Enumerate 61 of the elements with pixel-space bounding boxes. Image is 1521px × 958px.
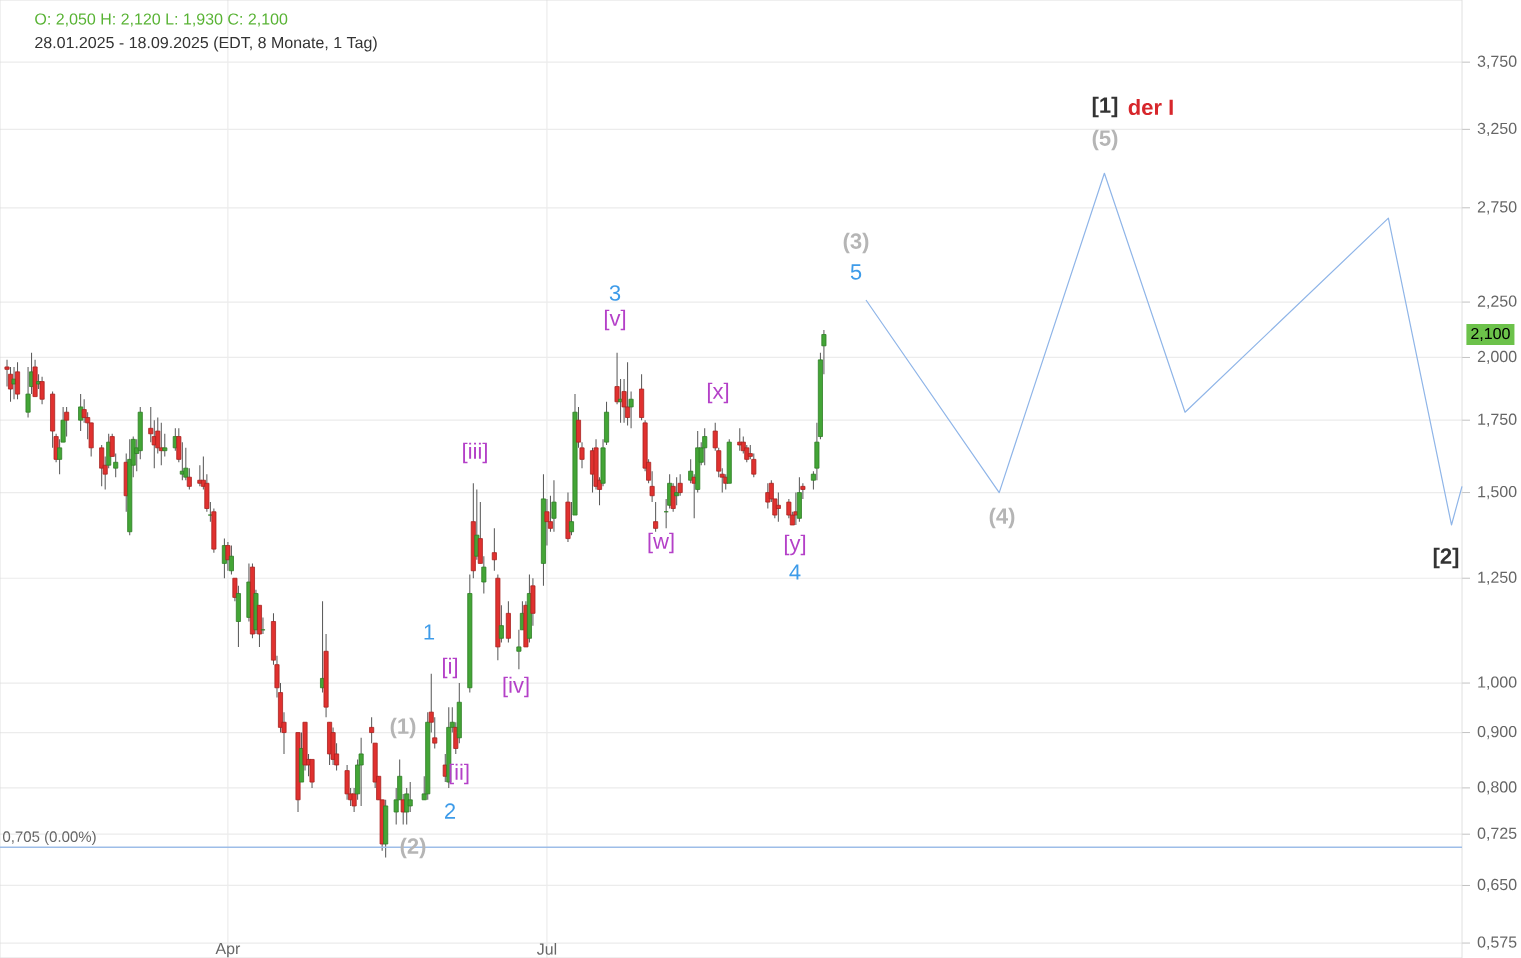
candlestick (309, 758, 315, 789)
x-tick-label: Apr (215, 943, 241, 958)
y-tick-label: 2,250 (1477, 295, 1517, 309)
y-tick-label: 1,500 (1478, 485, 1517, 500)
y-tick-label: 1,000 (1478, 676, 1517, 690)
candlestick (99, 444, 105, 487)
annotation: (5) (1092, 129, 1118, 151)
candlestick (162, 433, 168, 457)
annotation: [x] (707, 382, 729, 404)
y-tick-label: 1,250 (1478, 571, 1517, 585)
candlestick (113, 453, 119, 478)
y-tick-label: 0,800 (1477, 781, 1517, 795)
annotation: [iii] (463, 442, 487, 464)
annotation: [2] (1433, 547, 1459, 569)
y-tick-label: 2,750 (1477, 201, 1517, 215)
candlestick (225, 541, 231, 572)
candlestick (407, 781, 413, 813)
candlestick (737, 427, 743, 452)
annotation: 3 (609, 285, 621, 301)
candlestick (228, 545, 234, 575)
y-tick-label: 0,575 (1477, 936, 1517, 950)
annotation: [i] (443, 657, 457, 679)
candlestick (625, 361, 631, 427)
candlestick (11, 366, 17, 400)
y-tick-label: 2,000 (1477, 350, 1517, 365)
candlestick (516, 629, 522, 670)
x-tick-label: Jul (536, 943, 557, 955)
annotation: [1] (1092, 96, 1118, 118)
candlestick (64, 406, 70, 438)
annotation: (1) (390, 717, 416, 739)
annotation: (3) (843, 232, 869, 254)
ref-line-label: 0,705 (0.00%) (3, 830, 96, 845)
candlestick (481, 555, 487, 594)
text: O: 2,050 H: 2,120 L: 1,930 C: 2,100 (35, 13, 288, 27)
annotation: der I (1128, 98, 1173, 116)
candlestick (551, 479, 557, 533)
candlestick (491, 527, 497, 572)
candlestick (15, 361, 21, 400)
candlestick (498, 604, 504, 644)
text: 2,100 (1471, 327, 1510, 342)
annotation: 1 (424, 624, 435, 640)
candlestick (674, 476, 680, 506)
annotation: 5 (850, 264, 862, 280)
annotation: (4) (989, 507, 1015, 529)
candlestick (544, 498, 550, 547)
annotation: [iv] (503, 676, 529, 698)
annotation: 2 (444, 803, 456, 819)
annotation: 4 (789, 564, 801, 580)
candlestick (653, 501, 659, 533)
candlestick (775, 492, 781, 523)
annotation: [y] (784, 534, 806, 556)
y-tick-label: 3,250 (1477, 122, 1517, 136)
y-tick-label: 0,650 (1477, 878, 1517, 893)
y-tick-label: 0,900 (1477, 725, 1517, 740)
annotation: [w] (648, 532, 674, 554)
y-tick-label: 3,750 (1477, 55, 1517, 69)
candlestick (702, 427, 708, 466)
y-tick-label: 0,725 (1477, 827, 1517, 841)
annotation: [v] (604, 309, 626, 331)
text: 28.01.2025 - 18.09.2025 (EDT, 8 Monate, 1 Tag) (35, 36, 377, 52)
y-tick-label: 1,750 (1478, 413, 1517, 427)
